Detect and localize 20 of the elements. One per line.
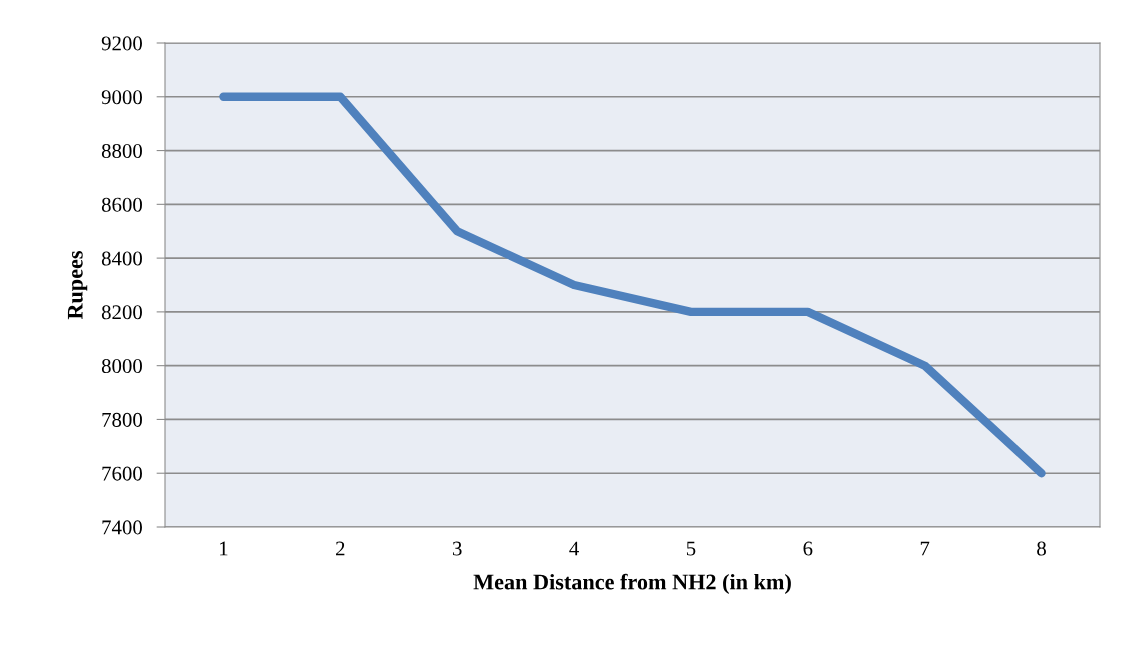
y-tick-label: 7400 xyxy=(102,520,142,535)
x-axis-title: Mean Distance from NH2 (in km) xyxy=(473,573,791,595)
y-tick-label: 8200 xyxy=(101,305,142,320)
y-tick-label: 8800 xyxy=(101,143,142,158)
x-tick-label: 7 xyxy=(920,541,930,556)
y-axis-title: Rupees xyxy=(67,250,88,320)
x-tick-label: 8 xyxy=(1037,541,1046,556)
y-tick-label: 9200 xyxy=(101,36,142,51)
x-tick-label: 4 xyxy=(569,541,579,556)
x-tick-label: 6 xyxy=(803,541,813,556)
y-tick-label: 8400 xyxy=(101,251,142,266)
y-tick-label: 8000 xyxy=(101,359,142,374)
y-tick-label: 7800 xyxy=(102,412,142,427)
y-tick-label: 7600 xyxy=(102,466,142,481)
x-tick-label: 5 xyxy=(686,541,696,556)
y-tick-label: 8600 xyxy=(101,197,142,212)
y-tick-label: 9000 xyxy=(101,90,142,105)
x-tick-label: 1 xyxy=(220,541,228,556)
x-tick-label: 3 xyxy=(452,541,462,556)
x-tick-label: 2 xyxy=(336,541,345,556)
